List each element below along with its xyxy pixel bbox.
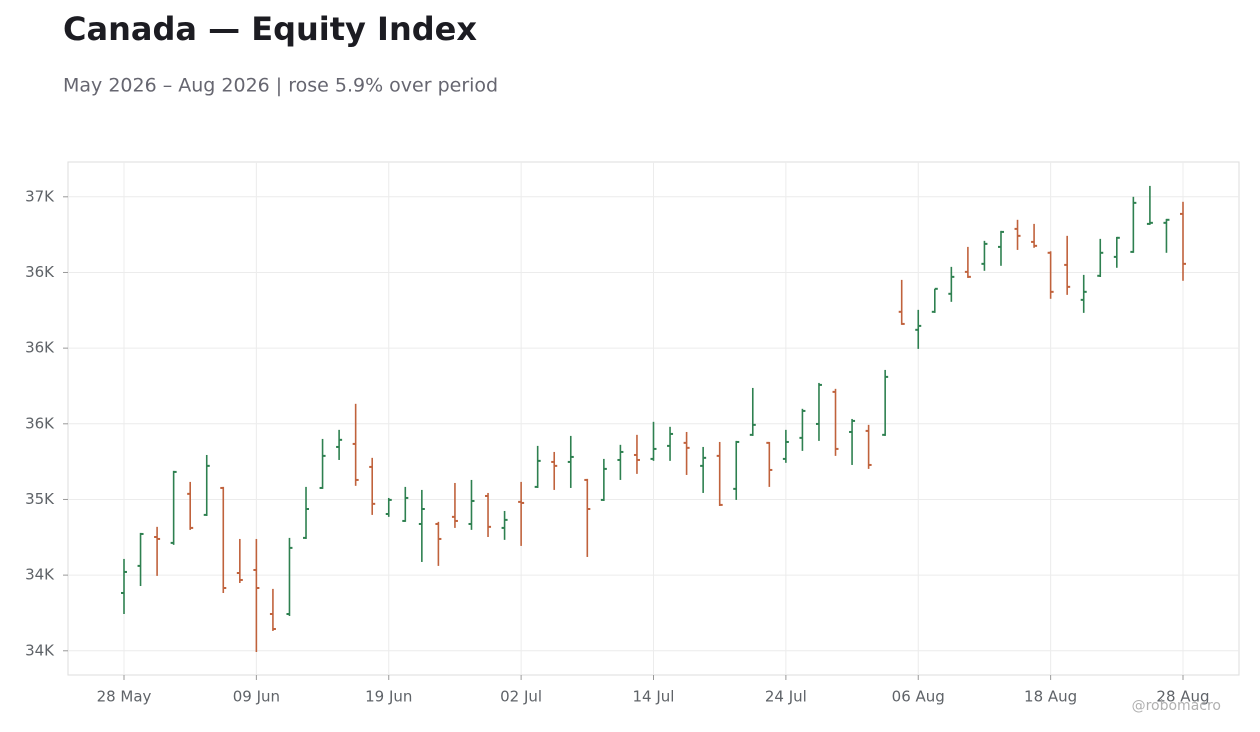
- marks: [121, 185, 1186, 652]
- watermark: @robomacro: [1132, 698, 1221, 714]
- y-tick-label: 37K: [25, 187, 55, 205]
- y-tick-label: 36K: [25, 414, 55, 432]
- y-tick-label: 35K: [25, 490, 55, 508]
- x-tick-label: 06 Aug: [892, 688, 945, 706]
- chart-subtitle: May 2026 – Aug 2026 | rose 5.9% over per…: [63, 75, 498, 97]
- chart-title: Canada — Equity Index: [63, 10, 477, 48]
- y-tick-label: 36K: [25, 263, 55, 281]
- x-tick-label: 28 May: [97, 688, 152, 706]
- x-tick-label: 14 Jul: [633, 688, 675, 706]
- x-tick-label: 18 Aug: [1024, 688, 1077, 706]
- x-tick-label: 28 Aug: [1156, 688, 1209, 706]
- grid: 37K 36K 36K 36K 35K 34K 34K 28 May 09 Jun 19 Jun 0…: [25, 162, 1239, 706]
- x-tick-label: 24 Jul: [765, 688, 807, 706]
- y-tick-label: 34K: [25, 566, 55, 584]
- x-tick-label: 09 Jun: [233, 688, 280, 706]
- y-tick-label: 34K: [25, 641, 55, 659]
- y-tick-label: 36K: [25, 339, 55, 357]
- x-tick-label: 02 Jul: [500, 688, 542, 706]
- x-tick-label: 19 Jun: [365, 688, 412, 706]
